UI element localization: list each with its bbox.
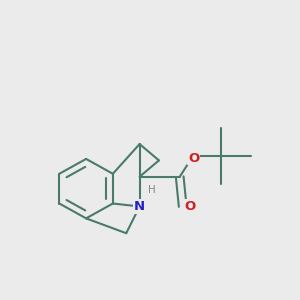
Text: O: O [188, 152, 199, 165]
Text: N: N [134, 200, 145, 213]
Text: O: O [184, 200, 196, 213]
Text: H: H [148, 185, 156, 195]
